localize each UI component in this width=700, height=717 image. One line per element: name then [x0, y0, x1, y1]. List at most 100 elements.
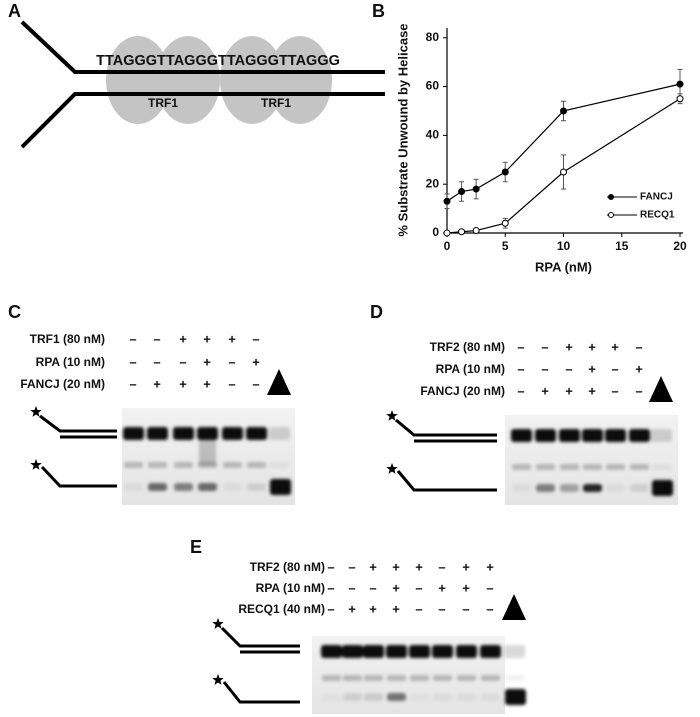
product-band: [606, 484, 625, 492]
gel-bands: [321, 645, 526, 705]
protein-oval: [156, 36, 220, 124]
product-band: [512, 484, 531, 492]
dna-strand: [20, 20, 385, 74]
product-band: [630, 484, 649, 492]
lane-sign: –: [228, 354, 235, 369]
substrate-strand: [395, 418, 497, 437]
y-tick-label: 60: [426, 79, 440, 93]
smear: [199, 439, 216, 465]
minor-band: [148, 462, 167, 468]
lane-sign: +: [588, 383, 596, 398]
lane-sign: –: [327, 580, 334, 595]
lane-sign: –: [541, 339, 548, 354]
lane-sign: –: [635, 383, 642, 398]
lane-sign: –: [517, 383, 524, 398]
x-tick-label: 20: [673, 239, 687, 253]
product-band: [433, 693, 452, 701]
lane-sign: –: [415, 601, 422, 616]
lane-sign: +: [369, 559, 377, 574]
product-band: [505, 689, 526, 705]
heat-triangle: [649, 376, 673, 402]
minor-band: [583, 464, 602, 470]
lane-sign: +: [565, 383, 573, 398]
lane-sign: –: [327, 559, 334, 574]
substrate-band: [246, 427, 267, 440]
substrate-band: [456, 645, 477, 658]
substrate-band: [480, 645, 501, 658]
lane-sign: +: [203, 331, 211, 346]
lane-sign: –: [153, 354, 160, 369]
lane-sign: –: [565, 361, 572, 376]
lane-sign: –: [438, 559, 445, 574]
minor-band: [223, 462, 242, 468]
heat-triangle: [502, 594, 526, 620]
lane-sign: –: [228, 376, 235, 391]
lane-sign: +: [415, 559, 423, 574]
lane-sign: –: [369, 580, 376, 595]
point: [501, 168, 509, 176]
gel-bands: [511, 429, 673, 496]
point: [458, 228, 466, 236]
row-label: FANCJ (20 nM): [420, 384, 505, 398]
point: [472, 185, 480, 193]
label-star: [212, 618, 224, 629]
product-band: [223, 483, 242, 491]
label-star: [386, 410, 398, 421]
product-band: [198, 483, 217, 491]
protein-oval: [268, 36, 332, 124]
minor-band: [505, 675, 524, 681]
substrate-band: [511, 429, 532, 442]
substrate-band: [197, 427, 218, 440]
gel-bands: [123, 427, 291, 495]
x-tick-label: 10: [557, 239, 571, 253]
minor-band: [322, 675, 341, 681]
minor-band: [536, 464, 555, 470]
lane-sign: +: [228, 331, 236, 346]
minor-band: [124, 462, 143, 468]
lane-sign: –: [611, 383, 618, 398]
substrate-band: [504, 645, 525, 658]
substrate-band: [363, 645, 384, 658]
lane-sign: +: [541, 383, 549, 398]
product-band: [560, 484, 579, 492]
minor-band: [512, 464, 531, 470]
lane-sign: –: [611, 361, 618, 376]
y-axis-label: % Substrate Unwound by Helicase: [395, 23, 410, 236]
lane-sign: +: [392, 580, 400, 595]
substrate-band: [342, 645, 363, 658]
product-band: [322, 693, 341, 701]
legend-label: RECQ1: [640, 210, 675, 221]
point: [676, 95, 684, 103]
panel-label: D: [370, 302, 383, 322]
lane-sign: +: [462, 580, 470, 595]
protein-oval: [220, 36, 284, 124]
substrate-band: [582, 429, 603, 442]
substrate-band: [147, 427, 168, 440]
lane-sign: +: [203, 376, 211, 391]
protein-oval: [106, 36, 170, 124]
x-tick-label: 0: [444, 239, 451, 253]
lane-sign: +: [369, 601, 377, 616]
substrate-band: [321, 645, 342, 658]
row-label: TRF2 (80 nM): [250, 560, 325, 574]
lane-sign: +: [486, 559, 494, 574]
label-star: [212, 674, 224, 685]
lane-sign: +: [153, 376, 161, 391]
row-label: FANCJ (20 nM): [20, 377, 105, 391]
product-band: [652, 480, 673, 496]
substrate-band: [386, 645, 407, 658]
substrate-band: [432, 645, 453, 658]
legend-marker: [608, 194, 614, 200]
label-star: [30, 459, 42, 470]
product-band: [536, 484, 555, 492]
substrate-band: [269, 427, 290, 440]
lane-sign: –: [541, 361, 548, 376]
minor-band: [481, 675, 500, 681]
x-tick-label: 15: [615, 239, 629, 253]
lane-sign: –: [462, 601, 469, 616]
point: [560, 168, 567, 176]
panel-label: E: [190, 537, 202, 557]
panel-label: C: [8, 302, 21, 322]
point: [443, 197, 451, 205]
minor-band: [387, 675, 406, 681]
